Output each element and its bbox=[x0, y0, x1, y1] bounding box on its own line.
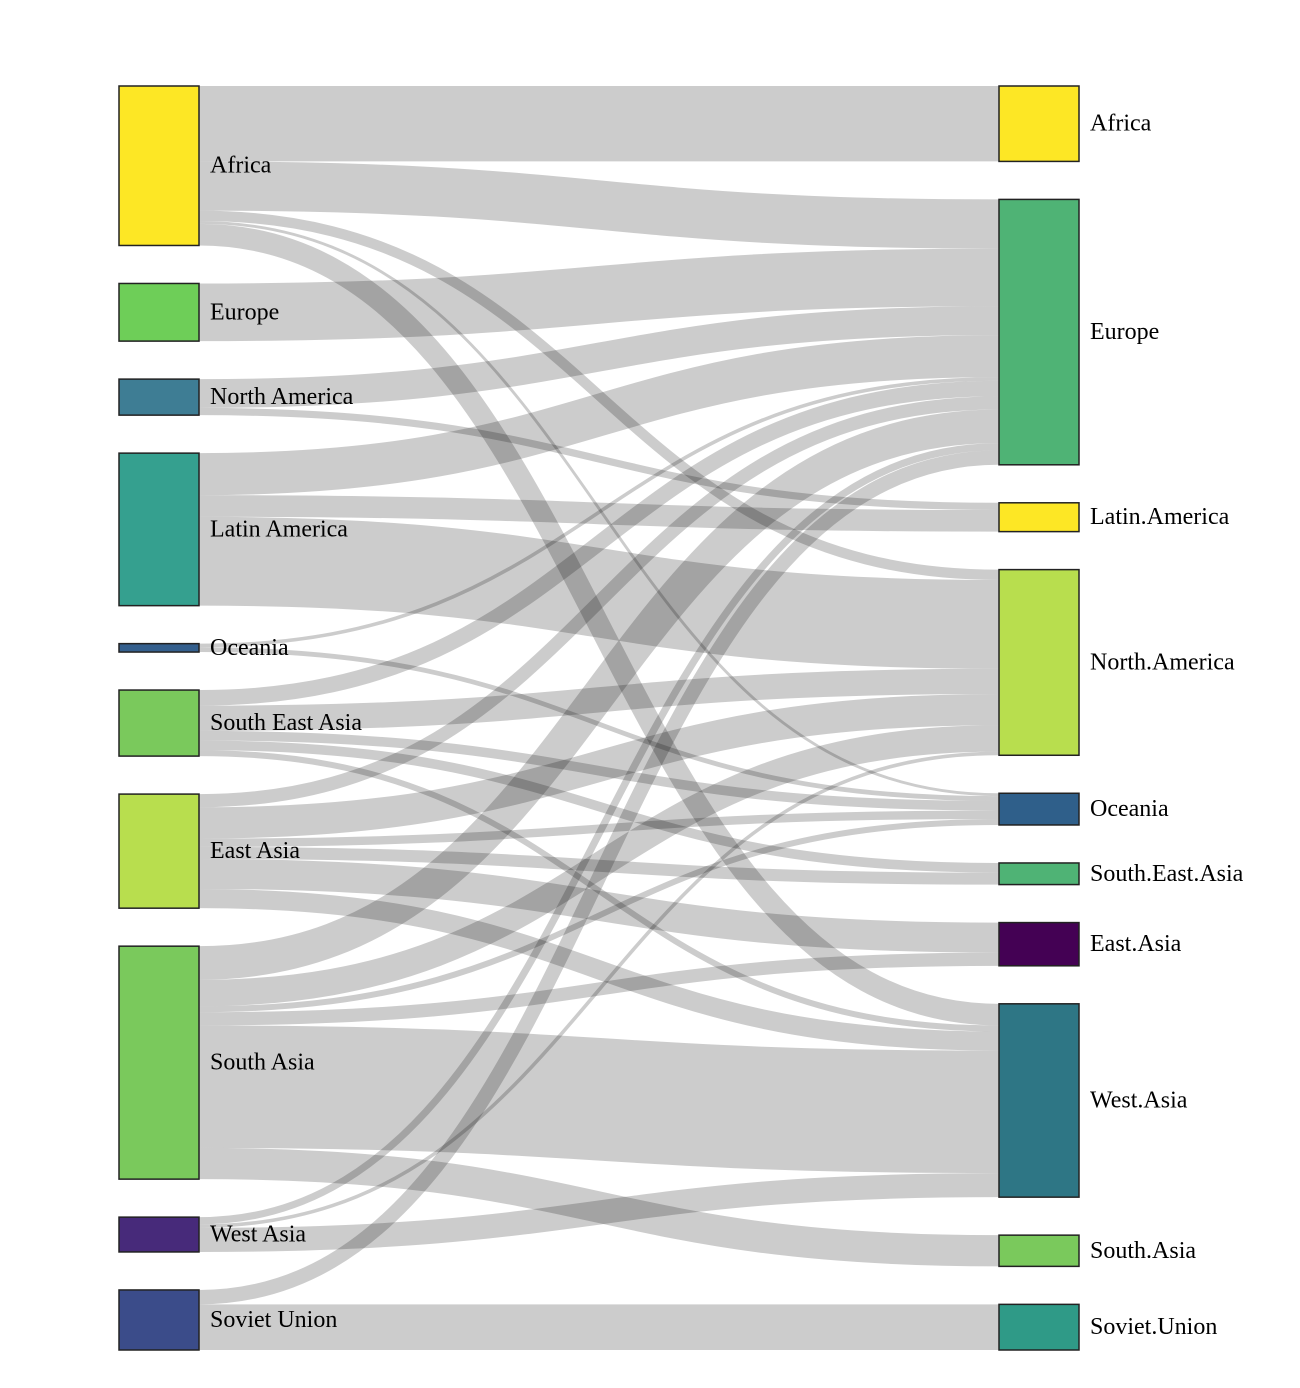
source-node-rect-south-asia[interactable] bbox=[118, 945, 200, 1180]
source-node-label-africa: Africa bbox=[210, 153, 272, 179]
link-south-east-asia-to-west-asia[interactable] bbox=[198, 750, 1000, 1032]
target-node-rect-oceania[interactable] bbox=[998, 792, 1080, 826]
target-node-soviet-union[interactable]: Soviet.Union bbox=[998, 1303, 1217, 1351]
target-node-label-east-asia: East.Asia bbox=[1090, 931, 1182, 957]
link-oceania-to-oceania-t[interactable] bbox=[198, 647, 1000, 801]
source-node-north-america[interactable]: North America bbox=[118, 378, 354, 416]
source-node-rect-east-asia[interactable] bbox=[118, 793, 200, 909]
source-node-label-soviet-union: Soviet Union bbox=[210, 1307, 337, 1333]
link-south-asia-to-oceania-t[interactable] bbox=[198, 818, 1000, 1013]
target-node-rect-europe[interactable] bbox=[998, 198, 1080, 466]
target-node-label-south-asia: South.Asia bbox=[1090, 1238, 1196, 1264]
target-node-oceania[interactable]: Oceania bbox=[998, 792, 1169, 826]
source-node-label-oceania: Oceania bbox=[210, 635, 289, 661]
source-nodes: Africa Europe North America Latin America Oc… bbox=[118, 85, 362, 1351]
source-node-rect-latin-america[interactable] bbox=[118, 452, 200, 607]
link-soviet-union-to-europe-t[interactable] bbox=[198, 450, 1000, 1305]
target-node-label-south-east-asia: South.East.Asia bbox=[1090, 861, 1244, 887]
target-node-rect-latin-america[interactable] bbox=[998, 502, 1080, 533]
target-node-rect-north-america[interactable] bbox=[998, 568, 1080, 757]
target-node-label-north-america: North.America bbox=[1090, 649, 1235, 675]
target-node-rect-south-east-asia[interactable] bbox=[998, 862, 1080, 886]
source-node-label-south-asia: South Asia bbox=[210, 1050, 315, 1076]
link-east-asia-to-east-asia[interactable] bbox=[198, 858, 1000, 953]
target-node-label-oceania: Oceania bbox=[1090, 796, 1169, 822]
link-africa-to-europe-t[interactable] bbox=[198, 161, 1000, 249]
target-node-africa[interactable]: Africa bbox=[998, 85, 1152, 163]
source-node-label-north-america: North America bbox=[210, 384, 354, 410]
link-east-asia-to-north-america[interactable] bbox=[198, 694, 1000, 839]
source-node-latin-america[interactable]: Latin America bbox=[118, 452, 348, 607]
source-node-oceania[interactable]: Oceania bbox=[118, 635, 289, 661]
source-node-soviet-union[interactable]: Soviet Union bbox=[118, 1289, 337, 1351]
link-latin-america-to-north-america[interactable] bbox=[198, 516, 1000, 669]
source-node-rect-europe[interactable] bbox=[118, 282, 200, 342]
target-nodes: Africa Europe Latin.America North.America Oc… bbox=[998, 85, 1244, 1351]
source-node-europe[interactable]: Europe bbox=[118, 282, 279, 342]
link-south-asia-to-north-america[interactable] bbox=[198, 725, 1000, 1007]
target-node-rect-south-asia[interactable] bbox=[998, 1234, 1080, 1268]
link-east-asia-to-west-asia[interactable] bbox=[198, 888, 1000, 1051]
link-south-asia-to-west-asia[interactable] bbox=[198, 1025, 1000, 1174]
link-north-america-to-europe-t[interactable] bbox=[198, 306, 1000, 408]
target-node-south-asia[interactable]: South.Asia bbox=[998, 1234, 1196, 1268]
source-node-label-east-asia: East Asia bbox=[210, 838, 300, 864]
sankey-links bbox=[198, 85, 1000, 1350]
link-south-east-asia-to-north-america[interactable] bbox=[198, 668, 1000, 731]
source-node-south-asia[interactable]: South Asia bbox=[118, 945, 315, 1180]
source-node-label-europe: Europe bbox=[210, 299, 279, 325]
source-node-rect-africa[interactable] bbox=[118, 85, 200, 247]
source-node-east-asia[interactable]: East Asia bbox=[118, 793, 300, 909]
target-node-label-africa: Africa bbox=[1090, 111, 1152, 137]
target-node-rect-west-asia[interactable] bbox=[998, 1003, 1080, 1198]
source-node-rect-south-east-asia[interactable] bbox=[118, 689, 200, 757]
source-node-south-east-asia[interactable]: South East Asia bbox=[118, 689, 362, 757]
link-south-asia-to-europe-t[interactable] bbox=[198, 409, 1000, 980]
source-node-label-latin-america: Latin America bbox=[210, 516, 348, 542]
link-africa-to-north-america[interactable] bbox=[198, 210, 1000, 580]
link-africa-to-oceania-t[interactable] bbox=[198, 220, 1000, 797]
target-node-label-soviet-union: Soviet.Union bbox=[1090, 1314, 1217, 1340]
target-node-west-asia[interactable]: West.Asia bbox=[998, 1003, 1188, 1198]
target-node-rect-africa[interactable] bbox=[998, 85, 1080, 163]
link-south-asia-to-south-asia[interactable] bbox=[198, 1147, 1000, 1267]
target-node-latin-america[interactable]: Latin.America bbox=[998, 502, 1230, 533]
target-node-label-europe: Europe bbox=[1090, 319, 1159, 345]
link-south-asia-to-east-asia[interactable] bbox=[198, 952, 1000, 1026]
source-node-rect-north-america[interactable] bbox=[118, 378, 200, 416]
link-latin-america-to-europe-t[interactable] bbox=[198, 335, 1000, 496]
source-node-label-west-asia: West Asia bbox=[210, 1222, 306, 1248]
target-node-north-america[interactable]: North.America bbox=[998, 568, 1235, 757]
link-east-asia-to-oceania-t[interactable] bbox=[198, 810, 1000, 847]
target-node-label-west-asia: West.Asia bbox=[1090, 1087, 1188, 1113]
source-node-rect-soviet-union[interactable] bbox=[118, 1289, 200, 1351]
source-node-rect-west-asia[interactable] bbox=[118, 1216, 200, 1253]
link-west-asia-to-north-america[interactable] bbox=[198, 751, 1000, 1228]
source-node-africa[interactable]: Africa bbox=[118, 85, 272, 247]
target-node-rect-east-asia[interactable] bbox=[998, 921, 1080, 967]
link-west-asia-to-west-asia[interactable] bbox=[198, 1173, 1000, 1252]
link-east-asia-to-south-east-asia[interactable] bbox=[198, 846, 1000, 885]
target-node-south-east-asia[interactable]: South.East.Asia bbox=[998, 861, 1244, 887]
source-node-west-asia[interactable]: West Asia bbox=[118, 1216, 306, 1253]
target-node-rect-soviet-union[interactable] bbox=[998, 1303, 1080, 1351]
link-east-asia-to-europe-t[interactable] bbox=[198, 396, 1000, 808]
source-node-rect-oceania[interactable] bbox=[118, 642, 200, 653]
link-latin-america-to-latin-america[interactable] bbox=[198, 495, 1000, 532]
link-south-east-asia-to-south-east-asia[interactable] bbox=[198, 740, 1000, 873]
link-oceania-to-europe-t[interactable] bbox=[198, 377, 1000, 648]
link-south-east-asia-to-europe-t[interactable] bbox=[198, 380, 1000, 706]
target-node-europe[interactable]: Europe bbox=[998, 198, 1159, 466]
link-north-america-to-latin-america[interactable] bbox=[198, 407, 1000, 511]
target-node-east-asia[interactable]: East.Asia bbox=[998, 921, 1182, 967]
source-node-label-south-east-asia: South East Asia bbox=[210, 710, 362, 736]
link-south-east-asia-to-oceania-t[interactable] bbox=[198, 730, 1000, 811]
link-africa-to-west-asia[interactable] bbox=[198, 223, 1000, 1026]
link-europe-to-europe-t[interactable] bbox=[198, 248, 1000, 342]
target-node-label-latin-america: Latin.America bbox=[1090, 504, 1230, 530]
link-west-asia-to-europe-t[interactable] bbox=[198, 443, 1000, 1225]
